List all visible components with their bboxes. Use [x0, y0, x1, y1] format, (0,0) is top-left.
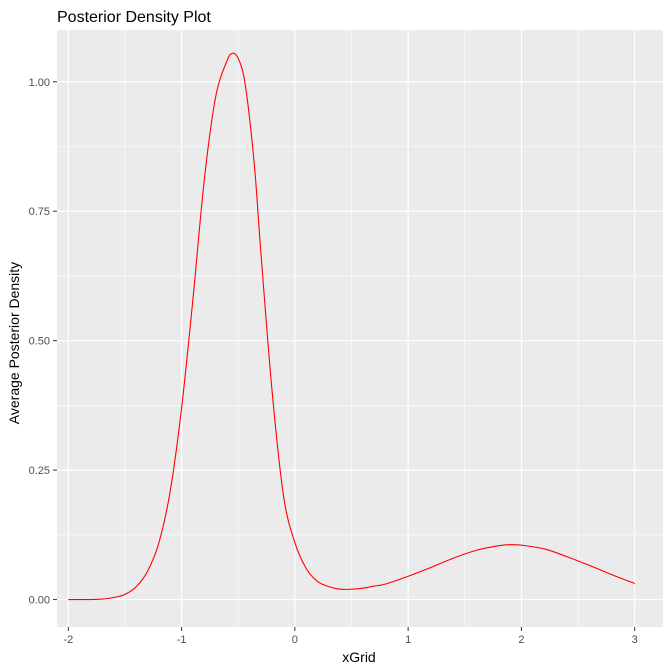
y-axis-title: Average Posterior Density [6, 262, 22, 424]
y-tick-label: 0.75 [29, 206, 50, 218]
x-axis-title: xGrid [342, 649, 375, 665]
y-tick-label: 0.25 [29, 465, 50, 477]
y-tick-label: 1.00 [29, 77, 50, 89]
axis-ticks [53, 81, 636, 631]
x-tick-label: -1 [177, 634, 187, 646]
x-tick-label: 1 [405, 634, 411, 646]
y-tick-label: 0.00 [29, 595, 50, 607]
x-tick-label: 0 [292, 634, 298, 646]
tick-labels: -2 -1 0 1 2 3 0.00 0.25 0.50 0.75 1.00 [29, 77, 638, 646]
minor-gridlines [57, 30, 663, 627]
chart-title: Posterior Density Plot [57, 9, 211, 26]
x-tick-label: -2 [63, 634, 73, 646]
x-tick-label: 3 [632, 634, 638, 646]
major-gridlines [57, 30, 663, 627]
plot-panel [57, 30, 663, 627]
x-tick-label: 2 [518, 634, 524, 646]
y-tick-label: 0.50 [29, 336, 50, 348]
density-series-line [68, 52, 635, 601]
series-layer [68, 52, 635, 601]
